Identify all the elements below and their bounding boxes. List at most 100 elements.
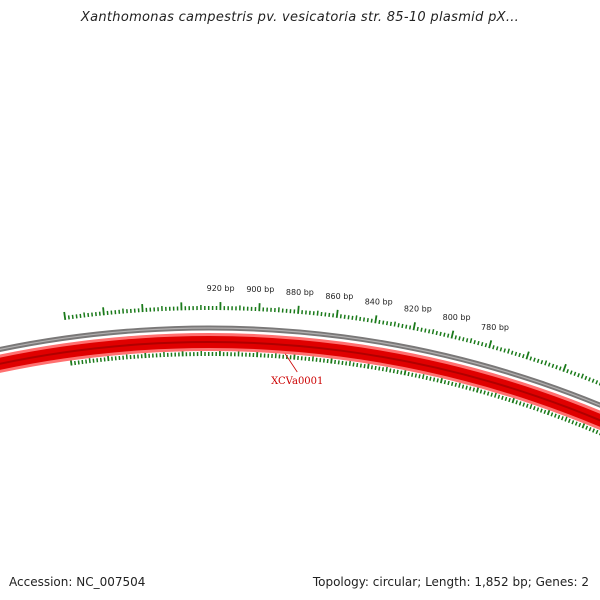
gene-xcva0001[interactable] (0, 333, 600, 478)
minor-tick (432, 377, 436, 382)
minor-tick (400, 370, 403, 375)
major-tick (141, 304, 144, 313)
minor-tick (381, 367, 385, 372)
minor-tick (536, 358, 540, 364)
minor-tick (359, 316, 362, 322)
minor-tick (490, 392, 493, 397)
minor-tick (378, 319, 381, 325)
minor-tick (584, 375, 588, 381)
minor-tick (580, 373, 584, 379)
tick-label-880: 880 bp (286, 288, 314, 297)
minor-tick (362, 317, 366, 322)
minor-tick (508, 397, 511, 403)
minor-tick (355, 315, 358, 321)
tick-label-860: 860 bp (325, 292, 353, 301)
minor-tick (385, 366, 388, 372)
minor-tick (345, 361, 348, 366)
minor-tick (497, 394, 501, 399)
minor-tick (425, 375, 428, 381)
minor-tick (480, 342, 484, 347)
minor-tick (411, 372, 414, 377)
minor-tick (560, 416, 564, 421)
gene-label-pointer (284, 353, 298, 373)
plasmid-backbone-highlight (0, 327, 600, 406)
minor-tick (465, 338, 469, 343)
minor-tick (334, 359, 337, 365)
minor-tick (585, 425, 589, 430)
minor-tick (88, 358, 91, 364)
minor-tick (551, 363, 555, 369)
minor-tick (566, 368, 569, 374)
major-tick (335, 309, 339, 318)
tick-label-800: 800 bp (443, 313, 471, 322)
major-tick (525, 351, 530, 360)
minor-tick (518, 401, 522, 406)
minor-tick (416, 326, 419, 332)
minor-tick (495, 346, 499, 351)
minor-tick (363, 364, 366, 369)
minor-tick (486, 391, 490, 396)
gene-label[interactable]: XCVa0001 (271, 376, 323, 387)
minor-tick (435, 330, 438, 336)
minor-tick (533, 357, 536, 362)
major-tick (562, 363, 567, 372)
minor-tick (515, 400, 518, 405)
minor-tick (316, 310, 319, 316)
minor-tick (577, 373, 580, 378)
minor-tick (458, 336, 461, 341)
minor-tick (564, 416, 568, 422)
tick-label-920: 920 bp (207, 284, 235, 293)
minor-tick (499, 347, 503, 352)
minor-tick (507, 348, 510, 354)
minor-tick (401, 323, 404, 329)
minor-tick (588, 427, 592, 432)
minor-tick (454, 382, 457, 387)
minor-tick (574, 421, 578, 426)
minor-tick (83, 312, 86, 318)
minor-tick (443, 332, 446, 337)
minor-tick (595, 429, 599, 435)
major-tick (450, 330, 455, 339)
minor-tick (539, 408, 543, 413)
minor-tick (385, 321, 389, 326)
minor-tick (408, 325, 412, 330)
tick-label-900: 900 bp (246, 285, 274, 294)
minor-tick (396, 369, 399, 374)
minor-tick (347, 315, 350, 320)
minor-tick (504, 396, 508, 402)
minor-tick (569, 370, 573, 375)
minor-tick (382, 320, 385, 325)
minor-tick (567, 418, 571, 424)
minor-tick (443, 379, 447, 385)
minor-tick (81, 359, 84, 365)
tick-label-840: 840 bp (365, 298, 393, 307)
inner-tick-ring (69, 346, 600, 436)
minor-tick (465, 385, 468, 390)
minor-tick (595, 380, 599, 385)
minor-tick (540, 360, 544, 365)
minor-tick (550, 412, 554, 417)
minor-tick (71, 314, 74, 319)
minor-tick (462, 337, 465, 342)
minor-tick (454, 335, 457, 340)
minor-tick (343, 314, 346, 319)
minor-tick (493, 392, 497, 398)
minor-tick (351, 315, 354, 320)
major-tick (63, 311, 67, 321)
minor-tick (436, 378, 439, 383)
minor-tick (479, 389, 483, 394)
minor-tick (439, 331, 442, 336)
minor-tick (356, 362, 359, 368)
major-tick (297, 305, 300, 314)
minor-tick (521, 354, 525, 359)
minor-tick (514, 351, 518, 356)
minor-tick (483, 390, 486, 395)
minor-tick (421, 374, 425, 380)
minor-tick (525, 403, 529, 408)
minor-tick (378, 366, 381, 371)
minor-tick (458, 382, 461, 388)
gene-arc-core[interactable] (0, 341, 600, 478)
minor-tick (359, 363, 362, 368)
minor-tick (501, 395, 504, 400)
